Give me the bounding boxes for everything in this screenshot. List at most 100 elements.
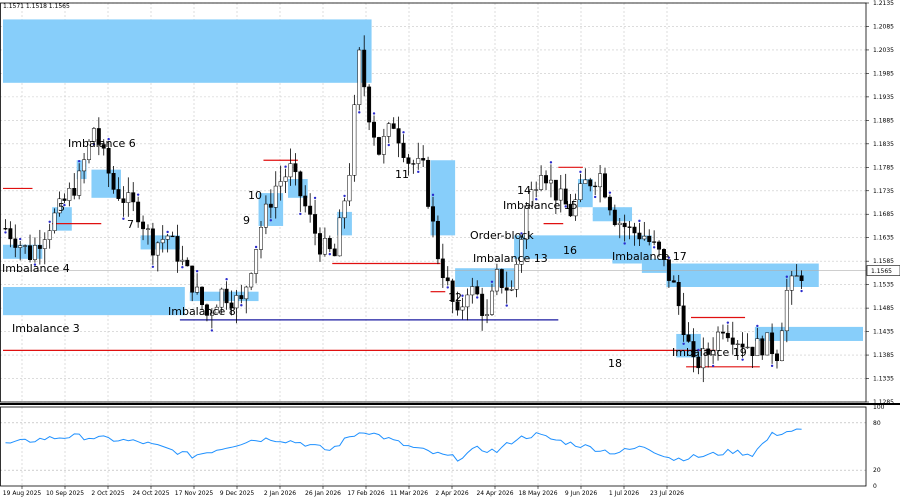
candle-body <box>696 356 701 369</box>
candle-body <box>347 175 352 202</box>
oscillator-tick-label: 0 <box>873 483 877 490</box>
candle-body <box>711 350 716 355</box>
fractal-marker <box>549 161 553 164</box>
fractal-marker <box>785 275 789 278</box>
candle-body <box>372 121 376 138</box>
candle-body <box>28 245 32 260</box>
zone-top <box>3 19 372 83</box>
fractal-marker <box>92 142 96 146</box>
candle-body <box>411 163 416 165</box>
fractal-marker <box>328 252 331 256</box>
candle-body <box>268 203 273 208</box>
candle-body <box>519 239 524 265</box>
candle-body <box>716 331 720 351</box>
candle-body <box>681 305 686 336</box>
imbalance-8-label: Imbalance 8 <box>168 305 236 318</box>
order-block <box>514 235 652 259</box>
candle-body <box>617 222 622 226</box>
candle-body <box>499 269 504 288</box>
candle-body <box>775 353 779 362</box>
candle-body <box>200 286 204 305</box>
candle-body <box>445 277 450 282</box>
candle-body <box>121 198 126 203</box>
candle-body <box>239 295 244 300</box>
fractal-marker <box>402 131 405 134</box>
candle-body <box>539 175 544 190</box>
oscillator-tick-label: 20 <box>873 467 881 474</box>
price-tick-label: 1.1885 <box>873 117 894 124</box>
candles <box>3 35 804 383</box>
time-tick-label: 10 Sep 2025 <box>46 490 84 497</box>
price-tick-label: 1.1635 <box>873 235 894 242</box>
candle-body <box>755 338 760 357</box>
zone-7-label: 7 <box>127 218 134 231</box>
zone-5 <box>52 207 72 231</box>
zone-5-label: 5 <box>58 201 65 214</box>
time-tick-label: 26 Jan 2026 <box>305 490 341 497</box>
fractal-marker <box>77 159 81 163</box>
price-tick-label: 1.1335 <box>873 376 894 383</box>
fractal-marker <box>638 219 641 223</box>
candle-body <box>190 265 195 293</box>
imbalance-8 <box>189 291 259 302</box>
candle-body <box>141 221 146 230</box>
fractal-marker <box>608 191 612 194</box>
candle-body <box>603 173 607 198</box>
candle-body <box>195 286 200 293</box>
candle-body <box>352 104 357 176</box>
fractal-marker <box>284 165 287 168</box>
candle-body <box>593 185 598 188</box>
zone-12-label: 12 <box>448 291 462 304</box>
candle-body <box>632 226 637 234</box>
fractal-marker <box>48 220 51 223</box>
candle-body <box>244 286 249 300</box>
price-tick-label: 1.1385 <box>873 352 894 359</box>
fractal-marker <box>682 342 685 346</box>
zone-16-label: 16 <box>563 244 577 257</box>
candle-body <box>558 188 563 201</box>
candle-body <box>568 203 573 217</box>
fractal-marker <box>19 237 22 241</box>
candle-body <box>760 338 765 356</box>
time-tick-label: 9 Dec 2025 <box>220 490 255 497</box>
current-price-box <box>866 265 900 276</box>
candle-body <box>283 176 288 182</box>
time-tick-label: 2 Oct 2025 <box>91 490 124 497</box>
time-tick-label: 11 Mar 2026 <box>390 490 428 497</box>
fractal-marker <box>299 212 302 216</box>
candle-body <box>701 348 706 369</box>
candle-body <box>185 259 190 267</box>
candle-body <box>416 158 421 164</box>
imbalance-6 <box>76 160 87 180</box>
time-tick-label: 17 Feb 2026 <box>347 490 385 497</box>
time-tick-label: 17 Nov 2025 <box>175 490 214 497</box>
candle-body <box>612 209 617 226</box>
fractal-marker <box>756 324 759 328</box>
candle-body <box>263 203 268 228</box>
candle-body <box>730 337 735 345</box>
candle-body <box>583 179 588 184</box>
imbalance-13-label: Imbalance 13 <box>473 252 548 265</box>
candle-body <box>598 173 603 188</box>
candle-body <box>548 179 553 184</box>
fractal-marker <box>269 219 273 222</box>
candle-body <box>637 232 642 240</box>
zone-6b <box>91 169 121 198</box>
zone-14-label: 14 <box>517 184 531 197</box>
main-frame <box>0 2 867 403</box>
price-tick-label: 1.1785 <box>873 164 894 171</box>
candle-body <box>480 293 485 316</box>
candle-body <box>396 128 401 144</box>
candle-body <box>671 280 676 283</box>
price-tick-label: 1.1285 <box>873 399 894 406</box>
candle-body <box>3 228 8 230</box>
candle-body <box>381 136 386 155</box>
zone-labels: Imbalance 4 Imbalance 6 5 7 Imbalance 3 Imbal… <box>2 137 747 370</box>
fractal-marker <box>623 242 626 245</box>
candle-body <box>657 241 662 250</box>
zones <box>3 19 863 358</box>
candle-body <box>303 195 308 207</box>
candle-body <box>322 238 327 255</box>
fractal-marker <box>535 198 538 201</box>
